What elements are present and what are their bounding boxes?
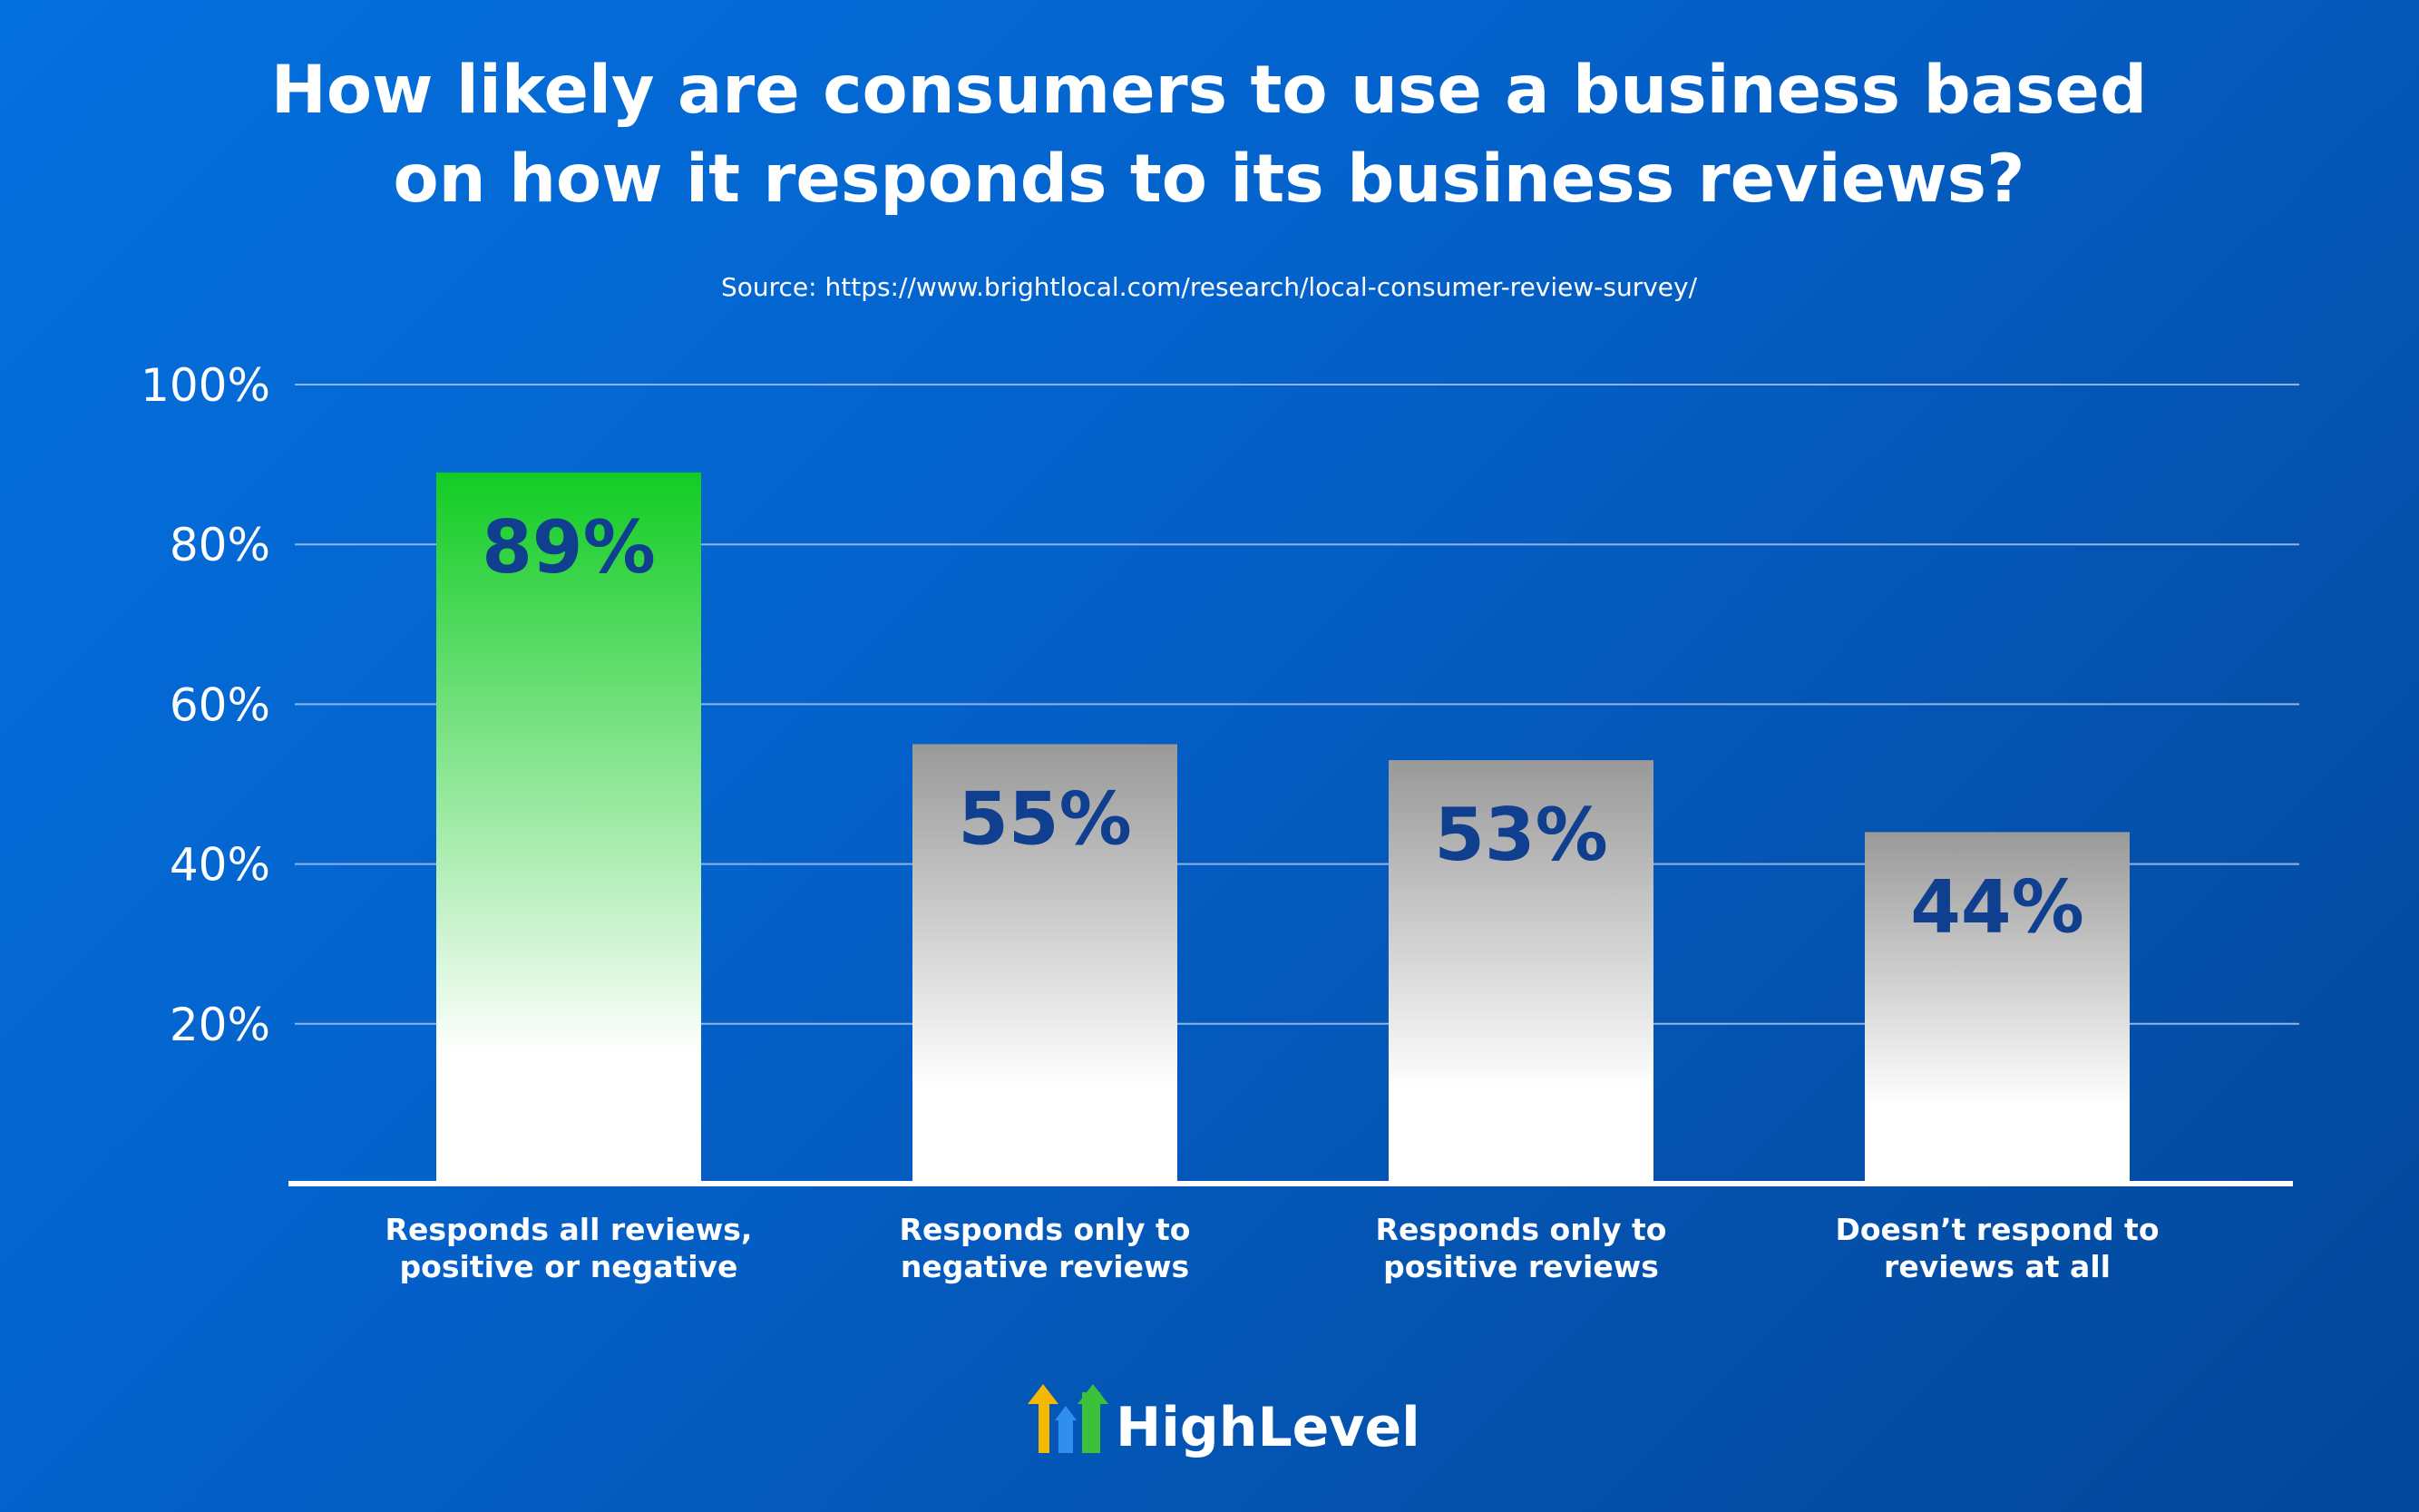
highlevel-arrows-icon — [1028, 1384, 1108, 1453]
value-labels: 89% 55% 53% 44% — [482, 505, 2083, 949]
x-category-label: positive or negative — [400, 1249, 738, 1284]
bar-value-label: 55% — [958, 776, 1131, 861]
bar — [436, 472, 701, 1184]
brand-logo: HighLevel — [1028, 1384, 1420, 1459]
y-tick-label: 20% — [170, 999, 270, 1051]
bar — [1865, 832, 2130, 1184]
y-tick-label: 100% — [141, 359, 270, 412]
chart-source: Source: https://www.brightlocal.com/rese… — [721, 272, 1698, 302]
bar-value-label: 44% — [1910, 864, 2083, 949]
y-axis-ticks: 20% 40% 60% 80% 100% — [141, 359, 270, 1051]
y-tick-label: 40% — [170, 839, 270, 892]
x-category-label: positive reviews — [1383, 1249, 1659, 1284]
chart-title-line-2: on how it responds to its business revie… — [394, 141, 2025, 218]
x-category-label: Doesn’t respond to — [1835, 1212, 2159, 1247]
x-category-label: Responds only to — [900, 1212, 1191, 1247]
x-category-label: Responds only to — [1376, 1212, 1667, 1247]
x-axis-categories: Responds all reviews,positive or negativ… — [385, 1212, 2160, 1284]
x-category-label: Responds all reviews, — [385, 1212, 753, 1247]
y-tick-label: 60% — [170, 678, 270, 731]
x-category-label: reviews at all — [1884, 1249, 2111, 1284]
bars — [436, 472, 2130, 1184]
bar — [912, 744, 1177, 1184]
bar-value-label: 53% — [1434, 793, 1607, 877]
x-category-label: negative reviews — [901, 1249, 1189, 1284]
brand-name: HighLevel — [1116, 1396, 1420, 1459]
bar — [1389, 760, 1653, 1184]
chart-title-line-1: How likely are consumers to use a busine… — [271, 52, 2147, 129]
bar-value-label: 89% — [482, 505, 655, 590]
y-tick-label: 80% — [170, 519, 270, 571]
